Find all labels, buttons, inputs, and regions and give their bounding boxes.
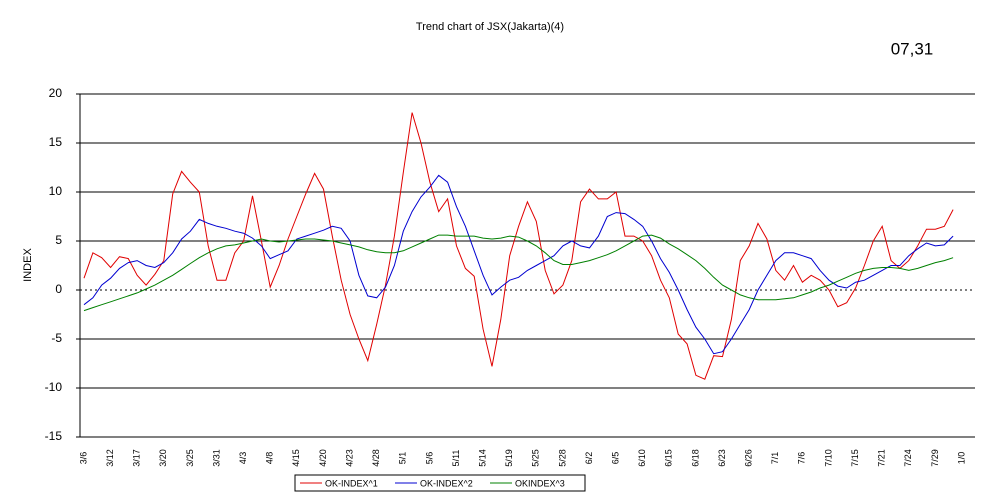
y-tick-label: 5 [55, 233, 62, 247]
x-tick-label: 5/14 [477, 449, 487, 467]
legend-label: OKINDEX^3 [515, 478, 565, 488]
x-tick-label: 4/15 [291, 449, 301, 467]
x-tick-label: 7/1 [770, 452, 780, 465]
x-tick-label: 5/28 [557, 449, 567, 467]
legend-label: OK-INDEX^1 [325, 478, 378, 488]
x-tick-label: 6/5 [610, 452, 620, 465]
x-tick-label: 5/11 [451, 450, 461, 467]
x-tick-label: 4/8 [265, 452, 275, 465]
y-tick-label: 0 [55, 282, 62, 296]
x-tick-label: 6/10 [637, 449, 647, 467]
legend-label: OK-INDEX^2 [420, 478, 473, 488]
y-tick-label: 20 [49, 86, 63, 100]
x-tick-label: 6/23 [717, 449, 727, 467]
series-line [83, 234, 954, 312]
x-tick-label: 3/12 [105, 449, 115, 467]
x-tick-label: 6/26 [744, 449, 754, 467]
chart-title: Trend chart of JSX(Jakarta)(4) [416, 21, 564, 33]
x-tick-label: 3/31 [211, 449, 221, 467]
x-tick-label: 5/1 [398, 452, 408, 465]
x-tick-label: 4/23 [344, 449, 354, 467]
x-tick-label: 3/20 [158, 449, 168, 467]
x-tick-label: 6/2 [584, 452, 594, 465]
y-axis-label: INDEX [22, 248, 34, 282]
x-tick-label: 6/15 [664, 449, 674, 467]
x-tick-label: 7/6 [797, 452, 807, 465]
x-tick-label: 4/28 [371, 449, 381, 467]
x-tick-label: 5/25 [531, 449, 541, 467]
x-tick-label: 7/10 [823, 449, 833, 467]
series-line [83, 174, 954, 355]
series-line [83, 112, 954, 380]
x-tick-label: 4/20 [318, 449, 328, 467]
x-tick-label: 7/24 [903, 449, 913, 467]
y-tick-label: -15 [45, 429, 63, 443]
x-tick-label: 7/29 [930, 449, 940, 467]
date-annotation: 07,31 [891, 39, 934, 58]
x-tick-label: 3/17 [132, 449, 142, 467]
y-tick-label: -10 [45, 380, 63, 394]
x-tick-label: 7/15 [850, 449, 860, 467]
x-tick-label: 5/6 [424, 452, 434, 465]
y-tick-label: 10 [49, 184, 63, 198]
x-tick-label: 1/0 [956, 452, 966, 465]
legend-box [294, 474, 586, 492]
y-tick-label: -5 [51, 331, 62, 345]
x-tick-label: 6/18 [690, 449, 700, 467]
x-tick-label: 3/6 [78, 452, 88, 465]
x-tick-label: 7/21 [877, 449, 887, 467]
x-tick-label: 5/19 [504, 449, 514, 467]
y-tick-label: 15 [49, 135, 63, 149]
x-tick-label: 3/25 [185, 449, 195, 467]
x-tick-label: 4/3 [238, 452, 248, 465]
